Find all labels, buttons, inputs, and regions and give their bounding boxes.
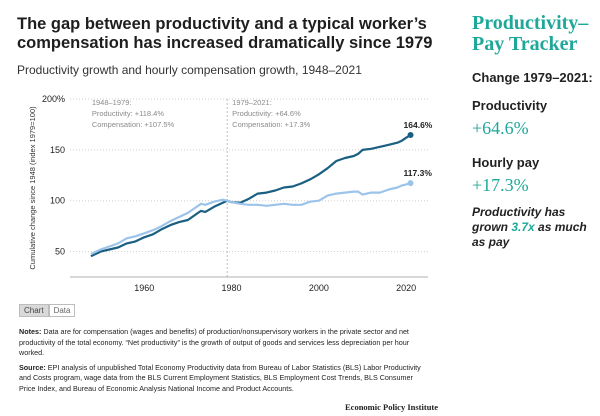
productivity-line-end-label: 164.6% [404, 120, 433, 130]
summary-text: Productivity has grown 3.7x as much as p… [472, 205, 600, 250]
annotation-productivity: Productivity: +64.6% [232, 109, 301, 118]
y-tick-label: 150 [50, 145, 65, 155]
annotation-compensation: Compensation: +17.3% [232, 120, 311, 129]
annotation-compensation: Compensation: +107.5% [92, 120, 175, 129]
source-text: EPI analysis of unpublished Total Econom… [19, 362, 421, 393]
chart-notes: Notes: Data are for compensation (wages … [19, 327, 429, 399]
compensation-line-end-point [407, 180, 414, 187]
line-chart: 50 100 150 200% 1960 1980 2000 2020 Cumulative c… [28, 94, 433, 293]
pay-value: +17.3% [472, 175, 529, 195]
tracker-title: Productivity– Pay Tracker [472, 13, 588, 55]
productivity-heading: Productivity [472, 98, 548, 113]
notes-paragraph: Notes: Data are for compensation (wages … [19, 327, 429, 359]
annotation-productivity: Productivity: +118.4% [92, 109, 165, 118]
y-axis-label: Cumulative change since 1948 (index 1979… [28, 106, 37, 270]
x-tick-label: 2020 [396, 283, 416, 293]
pay-heading: Hourly pay [472, 155, 540, 170]
change-heading: Change 1979–2021: [472, 70, 593, 85]
source-paragraph: Source: EPI analysis of unpublished Tota… [19, 363, 429, 395]
productivity-line-end-point [407, 132, 414, 139]
data-tab[interactable]: Data [48, 304, 76, 317]
compensation-line [90, 181, 412, 255]
y-tick-label: 50 [55, 247, 65, 257]
notes-label: Notes: [19, 327, 42, 336]
x-tick-label: 1980 [222, 283, 242, 293]
chart-subtitle: Productivity growth and hourly compensat… [17, 63, 362, 77]
source-label: Source: [19, 362, 46, 372]
notes-text: Data are for compensation (wages and ben… [19, 327, 410, 358]
productivity-line [90, 133, 412, 257]
x-tick-label: 2000 [309, 283, 329, 293]
summary-multiple: 3.7x [511, 220, 535, 234]
y-tick-label: 100 [50, 196, 65, 206]
tracker-sidebar: Productivity– Pay Tracker Change 1979–20… [465, 0, 600, 416]
productivity-value: +64.6% [472, 118, 529, 138]
y-tick-label: 200% [42, 94, 65, 104]
compensation-line-end-label: 117.3% [404, 168, 433, 178]
view-toggle: Chart Data [19, 304, 76, 317]
chart-tab[interactable]: Chart [19, 304, 49, 317]
summary-suffix: as much as pay [472, 220, 587, 249]
chart-title: The gap between productivity and a typic… [17, 15, 433, 52]
annotation-period: 1948–1979: [92, 98, 132, 107]
tracker-title-line1: Productivity– [472, 12, 589, 34]
summary-prefix: Productivity has grown [472, 205, 566, 234]
annotation-period: 1979–2021: [232, 98, 272, 107]
x-tick-label: 1960 [134, 283, 154, 293]
publisher-name: Economic Policy Institute [345, 402, 439, 412]
tracker-title-line2: Pay Tracker [472, 33, 578, 55]
